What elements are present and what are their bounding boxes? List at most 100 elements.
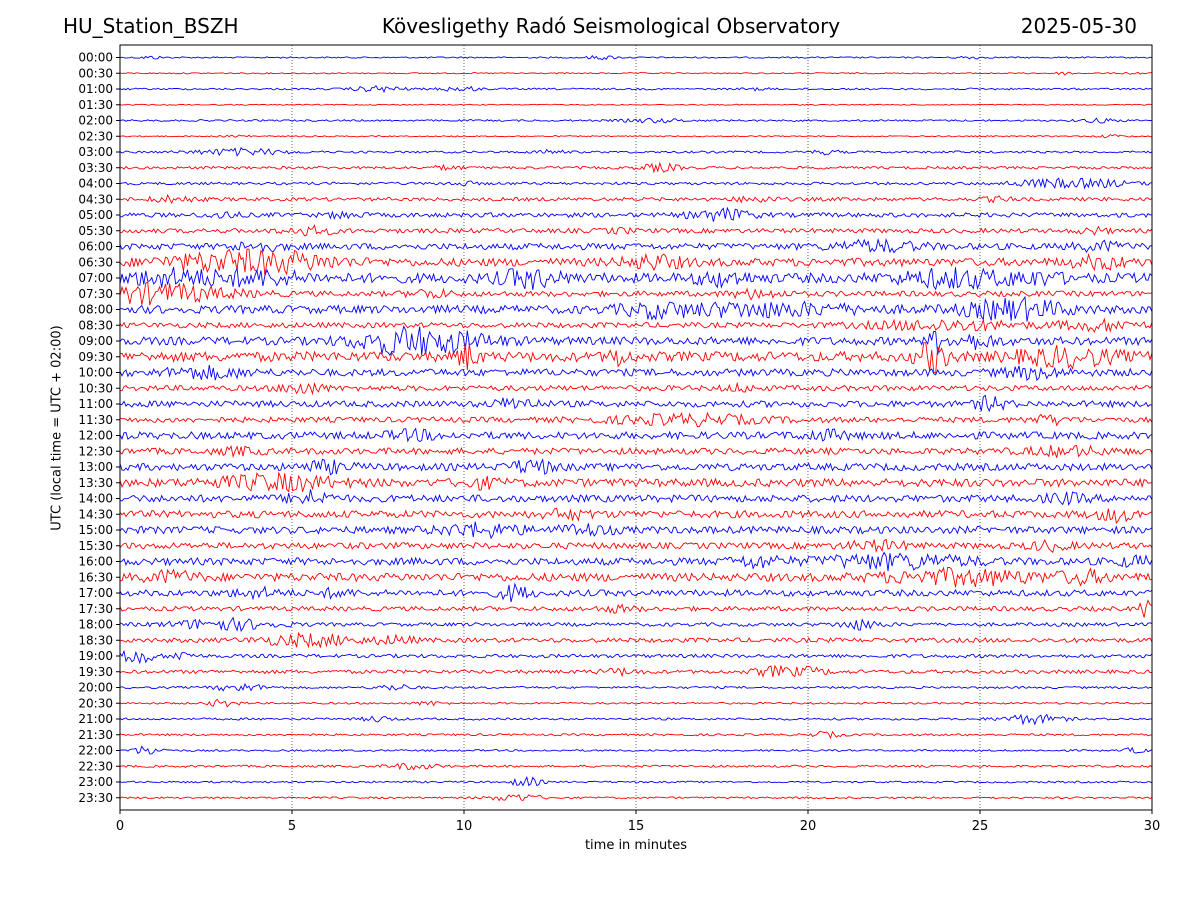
trace-17:00: [119, 582, 1153, 603]
plot-frame: [119, 44, 1153, 811]
y-tick-label-15:00: 15:00: [78, 523, 113, 537]
y-tick-label-16:30: 16:30: [78, 570, 113, 584]
y-tick-label-21:00: 21:00: [78, 712, 113, 726]
y-tick-label-07:30: 07:30: [78, 287, 113, 301]
trace-00:30: [119, 71, 1152, 76]
y-tick-label-15:30: 15:30: [78, 539, 113, 553]
trace-12:00: [119, 427, 1153, 443]
trace-10:00: [119, 364, 1153, 382]
trace-06:30: [119, 248, 1153, 276]
y-tick-label-11:30: 11:30: [78, 413, 113, 427]
y-tick-label-12:00: 12:00: [78, 429, 113, 443]
y-tick-label-02:00: 02:00: [78, 114, 113, 128]
y-tick-label-19:30: 19:30: [78, 665, 113, 679]
trace-20:30: [119, 698, 1153, 708]
x-axis: 0 5 10 15 20 25 30: [116, 810, 1160, 834]
trace-group: [119, 54, 1153, 802]
trace-07:30: [119, 281, 1153, 306]
trace-11:00: [119, 394, 1153, 413]
trace-21:00: [119, 713, 1153, 726]
trace-20:00: [119, 682, 1153, 692]
y-tick-label-03:30: 03:30: [78, 161, 113, 175]
observatory-title: Kövesligethy Radó Seismological Observat…: [381, 14, 841, 38]
y-tick-label-11:00: 11:00: [78, 397, 113, 411]
trace-19:30: [119, 664, 1153, 678]
trace-07:00: [119, 266, 1153, 291]
y-tick-label-08:00: 08:00: [78, 303, 113, 317]
y-tick-label-09:00: 09:00: [78, 334, 113, 348]
y-tick-label-17:30: 17:30: [78, 602, 113, 616]
y-tick-label-07:00: 07:00: [78, 271, 113, 285]
trace-22:00: [119, 745, 1153, 755]
y-tick-label-10:30: 10:30: [78, 381, 113, 395]
y-tick-label-16:00: 16:00: [78, 555, 113, 569]
trace-15:00: [119, 521, 1153, 540]
trace-14:00: [119, 489, 1153, 507]
trace-16:30: [119, 566, 1153, 588]
y-tick-label-01:30: 01:30: [78, 98, 113, 112]
y-tick-label-08:30: 08:30: [78, 318, 113, 332]
x-axis-label: time in minutes: [584, 838, 688, 853]
trace-23:00: [119, 775, 1153, 787]
y-tick-label-14:00: 14:00: [78, 492, 113, 506]
y-tick-label-00:30: 00:30: [78, 66, 113, 80]
trace-11:30: [119, 411, 1153, 428]
trace-06:00: [119, 237, 1153, 254]
y-tick-label-04:30: 04:30: [78, 192, 113, 206]
y-tick-label-17:00: 17:00: [78, 586, 113, 600]
trace-18:00: [119, 616, 1153, 633]
y-tick-label-02:30: 02:30: [78, 129, 113, 143]
trace-08:30: [119, 317, 1153, 334]
y-tick-label-06:30: 06:30: [78, 255, 113, 269]
trace-19:00: [119, 649, 1153, 665]
y-tick-label-12:30: 12:30: [78, 444, 113, 458]
trace-04:30: [119, 193, 1153, 205]
trace-05:00: [120, 206, 1153, 222]
trace-12:30: [119, 444, 1153, 459]
x-tick-label-5: 5: [288, 819, 296, 834]
y-tick-label-10:00: 10:00: [78, 366, 113, 380]
trace-16:00: [119, 551, 1153, 572]
trace-15:30: [119, 538, 1153, 554]
y-tick-label-18:30: 18:30: [78, 633, 113, 647]
y-tick-label-03:00: 03:00: [78, 145, 113, 159]
trace-10:30: [119, 381, 1153, 396]
trace-05:30: [119, 224, 1153, 237]
trace-04:00: [119, 177, 1153, 190]
trace-09:00: [119, 325, 1153, 356]
trace-18:30: [119, 631, 1153, 649]
trace-09:30: [119, 342, 1153, 374]
y-tick-label-01:00: 01:00: [78, 82, 113, 96]
x-tick-label-30: 30: [1144, 819, 1161, 834]
trace-03:30: [119, 161, 1153, 174]
trace-08:00: [119, 295, 1153, 322]
trace-00:00: [119, 54, 1153, 61]
y-tick-label-14:30: 14:30: [78, 507, 113, 521]
grid-lines: [291, 45, 981, 810]
x-tick-label-15: 15: [628, 819, 645, 834]
y-tick-label-23:00: 23:00: [78, 775, 113, 789]
y-tick-label-00:00: 00:00: [78, 51, 113, 65]
y-tick-label-21:30: 21:30: [78, 728, 113, 742]
y-tick-label-13:30: 13:30: [78, 476, 113, 490]
y-tick-label-04:00: 04:00: [78, 177, 113, 191]
y-tick-label-20:00: 20:00: [78, 681, 113, 695]
y-tick-label-19:00: 19:00: [78, 649, 113, 663]
trace-13:00: [119, 458, 1153, 476]
y-tick-label-05:00: 05:00: [78, 208, 113, 222]
trace-14:30: [119, 507, 1153, 524]
y-tick-label-13:00: 13:00: [78, 460, 113, 474]
trace-01:00: [119, 84, 1153, 94]
trace-13:30: [119, 471, 1153, 493]
y-tick-label-18:00: 18:00: [78, 618, 113, 632]
trace-02:30: [119, 134, 1152, 139]
y-axis-label: UTC (local time = UTC + 02:00): [49, 325, 65, 531]
y-tick-label-05:30: 05:30: [78, 224, 113, 238]
trace-23:30: [119, 794, 1153, 802]
trace-02:00: [119, 117, 1153, 124]
trace-17:30: [119, 599, 1153, 618]
x-tick-label-25: 25: [972, 819, 989, 834]
trace-03:00: [119, 147, 1153, 157]
y-tick-label-22:00: 22:00: [78, 744, 113, 758]
